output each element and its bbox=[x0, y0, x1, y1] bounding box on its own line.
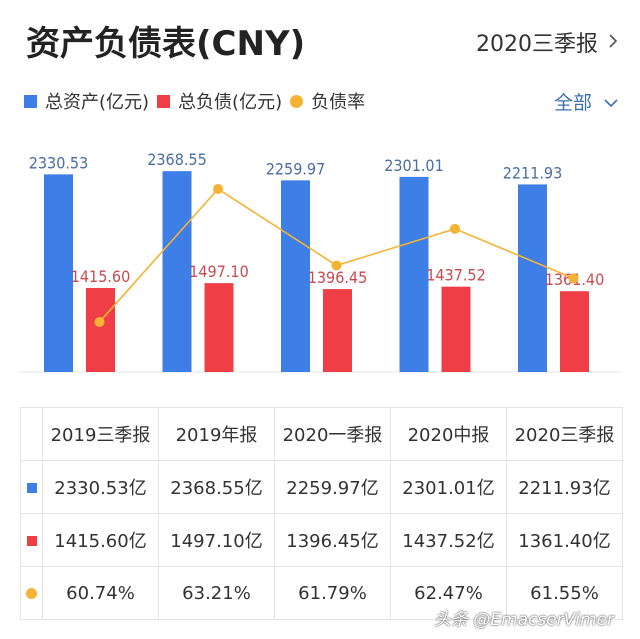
total-liabilities-bar bbox=[560, 291, 589, 372]
legend-item-total-assets[interactable]: 总资产(亿元) bbox=[24, 88, 149, 114]
watermark: 头条 @EmacserVimer bbox=[433, 610, 614, 630]
table-cell: 1437.52亿 bbox=[390, 513, 507, 567]
legend-swatch-total-liabilities bbox=[157, 94, 171, 108]
chevron-down-icon bbox=[604, 91, 618, 113]
total-liabilities-bar bbox=[204, 283, 234, 372]
total-assets-bar bbox=[44, 174, 73, 372]
total-liabilities-label: 1497.10 bbox=[189, 262, 249, 281]
total-assets-bar bbox=[518, 184, 547, 372]
legend-item-debt-ratio[interactable]: 负债率 bbox=[290, 88, 365, 114]
table-header-row: 2019三季报 2019年报 2020一季报 2020中报 2020三季报 bbox=[20, 407, 623, 461]
filter-label: 全部 bbox=[553, 92, 592, 114]
debt-ratio-point bbox=[568, 273, 579, 284]
table-corner-cell bbox=[20, 407, 43, 461]
total-liabilities-label: 1437.52 bbox=[426, 266, 486, 285]
period-label: 2020三季报 bbox=[476, 32, 598, 57]
total-liabilities-label: 1396.45 bbox=[308, 268, 368, 287]
total-assets-label: 2211.93 bbox=[503, 163, 563, 182]
table-cell: 60.74% bbox=[42, 566, 159, 620]
table-cell: 1497.10亿 bbox=[158, 513, 275, 567]
debt-ratio-point bbox=[450, 223, 460, 234]
total-assets-bar bbox=[162, 171, 192, 372]
legend-item-total-liabilities[interactable]: 总负债(亿元) bbox=[157, 88, 282, 114]
legend-label-total-assets: 总资产(亿元) bbox=[45, 92, 150, 113]
table-row-total-assets: 2330.53亿 2368.55亿 2259.97亿 2301.01亿 2211… bbox=[20, 460, 623, 514]
debt-ratio-marker-icon bbox=[26, 587, 37, 599]
row-marker-cell bbox=[20, 460, 43, 514]
table-cell: 61.55% bbox=[506, 566, 623, 620]
total-assets-label: 2259.97 bbox=[266, 159, 326, 178]
row-marker-cell bbox=[20, 566, 43, 620]
table-cell: 2368.55亿 bbox=[158, 460, 275, 514]
table-header-cell: 2019三季报 bbox=[42, 407, 159, 461]
period-selector[interactable]: 2020三季报 bbox=[476, 26, 618, 58]
total-assets-bar bbox=[281, 180, 310, 372]
legend-swatch-debt-ratio bbox=[290, 94, 304, 108]
total-liabilities-bar bbox=[323, 289, 352, 372]
legend-label-total-liabilities: 总负债(亿元) bbox=[178, 92, 283, 113]
table-header-cell: 2019年报 bbox=[158, 407, 275, 461]
table-cell: 1415.60亿 bbox=[42, 513, 159, 567]
table-cell: 61.79% bbox=[274, 566, 391, 620]
table-cell: 62.47% bbox=[390, 566, 507, 620]
data-table: 2019三季报 2019年报 2020一季报 2020中报 2020三季报 23… bbox=[20, 407, 623, 620]
chart-legend: 总资产(亿元) 总负债(亿元) 负债率 bbox=[24, 88, 373, 114]
table-cell: 2301.01亿 bbox=[390, 460, 507, 514]
chevron-right-icon bbox=[608, 30, 618, 55]
filter-dropdown[interactable]: 全部 bbox=[554, 88, 618, 115]
total-liabilities-marker-icon bbox=[26, 535, 37, 546]
total-assets-label: 2330.53 bbox=[29, 153, 89, 172]
table-header-cell: 2020中报 bbox=[390, 407, 507, 461]
page-title: 资产负债表(CNY) bbox=[26, 24, 306, 64]
total-assets-label: 2301.01 bbox=[384, 156, 444, 175]
table-header-cell: 2020三季报 bbox=[506, 407, 623, 461]
total-liabilities-bar bbox=[441, 286, 471, 372]
table-cell: 2259.97亿 bbox=[274, 460, 391, 514]
table-cell: 2330.53亿 bbox=[42, 460, 159, 514]
total-assets-label: 2368.55 bbox=[147, 150, 207, 169]
debt-ratio-point bbox=[331, 260, 342, 271]
table-header-cell: 2020一季报 bbox=[274, 407, 391, 461]
total-assets-bar bbox=[399, 176, 429, 372]
debt-ratio-point bbox=[94, 317, 105, 327]
table-cell: 1361.40亿 bbox=[506, 513, 623, 567]
table-row-debt-ratio: 60.74% 63.21% 61.79% 62.47% 61.55% bbox=[20, 566, 623, 620]
legend-label-debt-ratio: 负债率 bbox=[311, 92, 366, 113]
table-cell: 2211.93亿 bbox=[506, 460, 623, 514]
legend-swatch-total-assets bbox=[24, 94, 37, 108]
total-assets-marker-icon bbox=[26, 482, 37, 493]
debt-ratio-point bbox=[213, 184, 223, 194]
total-liabilities-label: 1415.60 bbox=[71, 267, 131, 286]
bar-line-chart: 2330.53 1415.60 2368.55 1497.10 2259.97 1396.… bbox=[20, 150, 620, 373]
row-marker-cell bbox=[20, 513, 43, 567]
total-liabilities-bar bbox=[86, 287, 115, 372]
table-cell: 63.21% bbox=[158, 566, 275, 620]
table-row-total-liabilities: 1415.60亿 1497.10亿 1396.45亿 1437.52亿 1361… bbox=[20, 513, 623, 567]
table-cell: 1396.45亿 bbox=[274, 513, 391, 567]
